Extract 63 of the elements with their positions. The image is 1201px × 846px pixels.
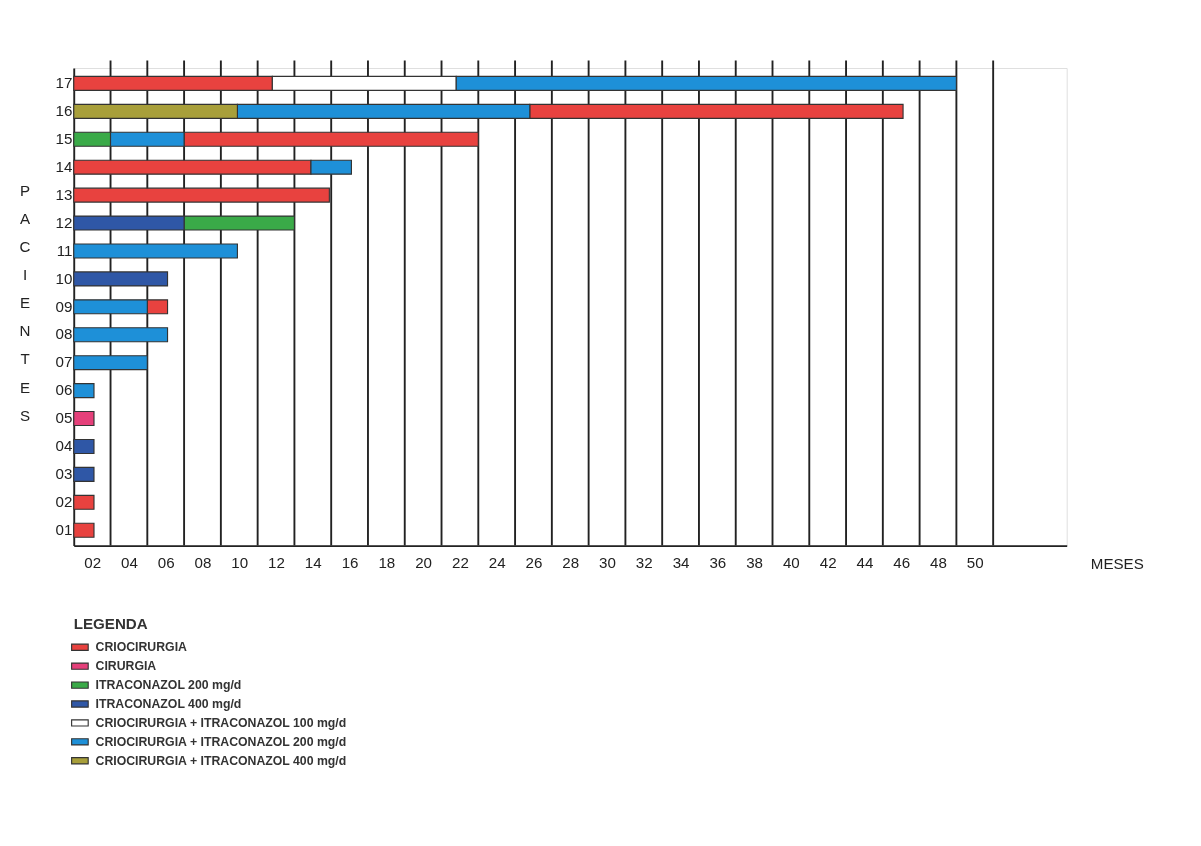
bar: [73, 466, 95, 482]
x-tick-label: 36: [709, 553, 727, 571]
y-tick-label: 14: [55, 157, 73, 175]
x-tick-label: 18: [378, 553, 396, 571]
y-tick-label: 04: [55, 437, 73, 455]
y-tick-label: 09: [55, 297, 73, 315]
x-tick-label: 46: [893, 553, 911, 571]
y-tick-label: 08: [55, 325, 73, 343]
legend-label: ITRACONAZOL 200 mg/d: [95, 677, 242, 692]
legend-label: CRIOCIRURGIA + ITRACONAZOL 200 mg/d: [95, 734, 347, 749]
bar: [73, 410, 95, 427]
x-tick-label: 38: [746, 553, 764, 571]
x-tick-label: 22: [451, 553, 469, 571]
legend-label: CRIOCIRURGIA + ITRACONAZOL 400 mg/d: [95, 753, 347, 768]
bar: [73, 383, 95, 399]
x-tick-label: 26: [525, 553, 543, 571]
y-tick-label: 05: [55, 409, 73, 427]
y-tick-label: 11: [56, 241, 73, 259]
bar: [73, 243, 238, 259]
y-tick-label: 03: [55, 465, 73, 483]
y-tick-label: 13: [55, 185, 73, 203]
x-tick-label: 34: [672, 553, 690, 571]
y-tick-label: 16: [55, 102, 73, 120]
x-tick-label: 20: [415, 553, 433, 571]
x-tick-label: 08: [194, 553, 212, 571]
legend-label: CRIOCIRURGIA + ITRACONAZOL 100 mg/d: [95, 715, 347, 730]
x-tick-label: 48: [930, 553, 947, 571]
x-tick-label: 06: [157, 553, 175, 571]
y-tick-label: 06: [55, 381, 73, 399]
x-tick-label: 14: [304, 553, 322, 571]
x-tick-label: 12: [268, 553, 285, 571]
legend-label: ITRACONAZOL 400 mg/d: [95, 696, 242, 711]
bar: [73, 522, 95, 538]
x-tick-label: 50: [966, 553, 984, 571]
x-tick-label: 42: [819, 553, 837, 571]
bar: [73, 494, 95, 510]
bar: [73, 438, 95, 455]
x-tick-label: 32: [635, 553, 653, 571]
y-tick-label: 12: [55, 213, 73, 231]
y-tick-label: 17: [55, 74, 73, 92]
bar: [73, 327, 169, 343]
y-tick-label: 15: [55, 129, 73, 147]
legend-label: CIRURGIA: [95, 658, 157, 673]
x-tick-label: 04: [120, 553, 138, 571]
y-tick-label: 02: [55, 493, 73, 511]
y-tick-label: 07: [55, 353, 73, 371]
text: PACIENTES: [19, 181, 31, 424]
x-tick-label: 10: [231, 553, 249, 571]
legend-label: CRIOCIRURGIA: [95, 640, 188, 655]
y-tick-label: 10: [55, 269, 73, 287]
bar: [73, 355, 148, 371]
x-tick-label: 30: [599, 553, 616, 571]
x-axis-title: MESES: [1090, 554, 1144, 572]
y-tick-label: 01: [55, 520, 73, 538]
x-tick-label: 02: [84, 553, 102, 571]
legend-title: LEGENDA: [73, 614, 148, 632]
x-tick-label: 40: [782, 553, 800, 571]
bar: [73, 187, 330, 203]
bar: [73, 271, 169, 287]
x-tick-label: 24: [488, 553, 506, 571]
x-tick-label: 16: [341, 553, 359, 571]
x-tick-label: 28: [562, 553, 580, 571]
x-tick-label: 44: [856, 553, 874, 571]
